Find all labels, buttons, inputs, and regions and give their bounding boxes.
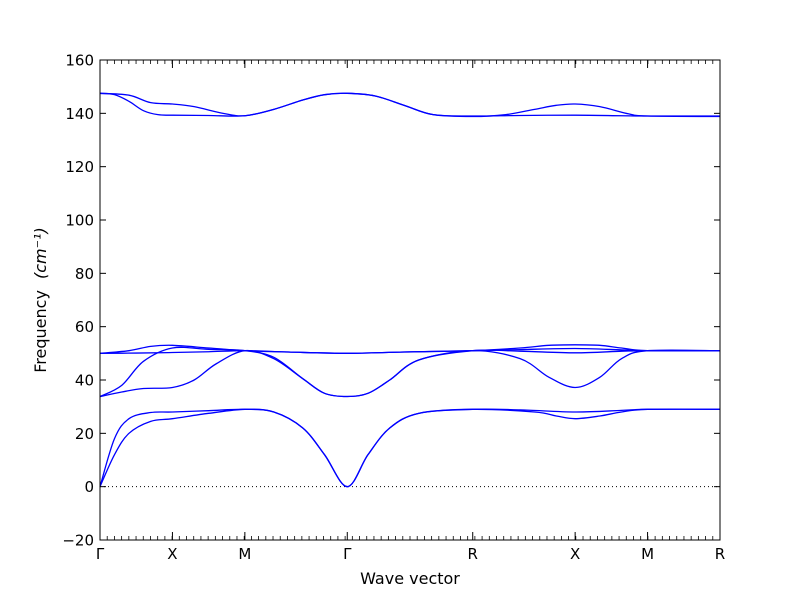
x-tick-label: R	[715, 545, 725, 563]
x-axis-label: Wave vector	[360, 569, 460, 588]
y-tick-label: 20	[75, 425, 94, 443]
y-tick-label: 120	[65, 158, 94, 176]
x-tick-label: X	[167, 545, 177, 563]
y-axis-label-text: Frequency	[31, 290, 50, 373]
x-tick-label: M	[641, 545, 654, 563]
y-tick-label: 80	[75, 265, 94, 283]
x-tick-label: Γ	[96, 545, 105, 563]
y-tick-label: −20	[62, 532, 94, 550]
y-tick-label: 60	[75, 318, 94, 336]
x-tick-label: X	[570, 545, 580, 563]
series-branch-1	[99, 408, 721, 488]
series-branch-8	[99, 92, 721, 118]
y-tick-label: 160	[65, 52, 94, 70]
series-branch-2	[99, 408, 721, 488]
x-tick-label: R	[468, 545, 478, 563]
y-tick-label: 40	[75, 372, 94, 390]
series-branch-6	[99, 344, 721, 354]
x-tick-label: M	[238, 545, 251, 563]
plot-frame	[99, 59, 721, 541]
y-axis-label: Frequency (cm⁻¹)	[31, 227, 50, 372]
series-branch-7	[99, 92, 721, 117]
y-tick-label: 100	[65, 212, 94, 230]
y-tick-label: 0	[84, 478, 94, 496]
x-tick-label: Γ	[343, 545, 352, 563]
series-branch-3	[99, 349, 721, 398]
series-branch-4	[99, 346, 721, 398]
y-axis-unit: (cm⁻¹)	[31, 227, 50, 279]
y-tick-label: 140	[65, 105, 94, 123]
